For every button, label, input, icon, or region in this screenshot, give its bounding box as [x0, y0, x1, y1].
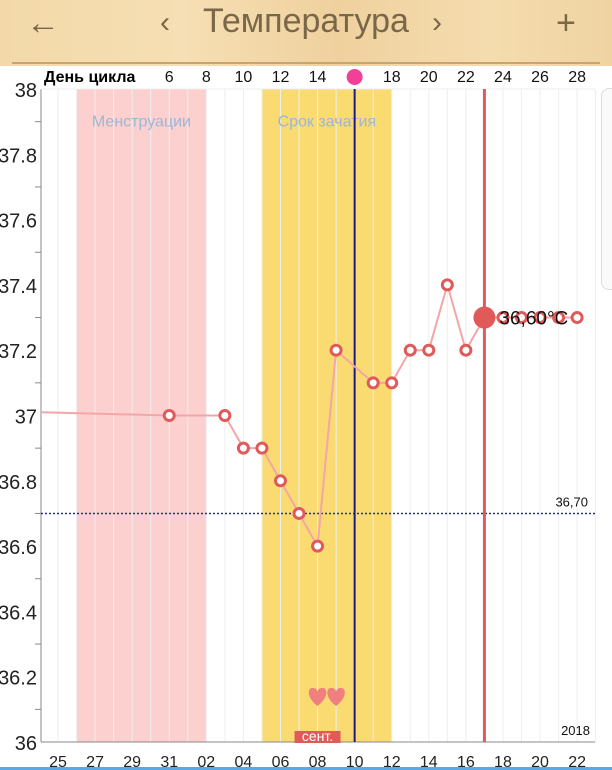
data-point: [459, 343, 473, 357]
cycle-tick-label: 28: [568, 69, 586, 86]
x-tick-label: 06: [272, 754, 290, 770]
month-label: сент.: [302, 728, 333, 744]
data-point: [292, 506, 306, 520]
x-tick-label: 18: [494, 754, 512, 770]
header-divider: [12, 62, 600, 64]
cycle-tick-label: 20: [420, 69, 438, 86]
cycle-tick-label: 26: [531, 69, 549, 86]
cycle-day-label: День цикла: [44, 69, 135, 86]
x-tick-label: 14: [420, 754, 438, 770]
data-point: [422, 343, 436, 357]
y-tick-label: 36.8: [0, 472, 37, 494]
data-point: [570, 311, 584, 325]
chevron-left-icon[interactable]: ‹: [160, 6, 170, 39]
data-point: [311, 539, 325, 553]
data-point: [515, 311, 528, 325]
x-tick-label: 04: [235, 754, 253, 770]
x-tick-label: 08: [309, 754, 327, 770]
cycle-tick-label: 18: [383, 69, 401, 86]
x-tick-label: 12: [383, 754, 401, 770]
data-point: [273, 474, 287, 488]
heart-icon: [327, 687, 345, 706]
band-label: Менструации: [92, 114, 191, 131]
y-tick-label: 37.6: [0, 211, 37, 233]
cycle-tick-label: 24: [494, 69, 512, 86]
ovulation-icon: [346, 69, 363, 85]
data-point: [218, 409, 232, 422]
cycle-tick-label: 22: [457, 69, 475, 86]
plus-icon[interactable]: +: [556, 4, 576, 42]
cycle-tick-label: 12: [272, 69, 290, 86]
band-label: Срок зачатия: [278, 114, 377, 131]
y-tick-label: 36.4: [0, 602, 37, 624]
coverline-label: 36,70: [555, 494, 588, 509]
page-title: Температура: [203, 2, 409, 40]
cycle-tick-label: 8: [202, 69, 211, 86]
data-point: [329, 343, 343, 357]
y-tick-label: 37.2: [0, 341, 37, 363]
y-tick-label: 37.8: [0, 145, 37, 167]
data-point: [403, 343, 417, 357]
x-tick-label: 27: [86, 754, 104, 770]
data-point: [255, 441, 269, 455]
x-tick-label: 02: [197, 754, 215, 770]
data-point: [366, 376, 380, 390]
cycle-tick-label: 6: [165, 69, 174, 86]
data-point: [440, 278, 454, 292]
x-tick-label: 20: [531, 754, 549, 770]
selected-value-label: 36,60°C: [499, 309, 568, 330]
header: ← ‹ Температура › +: [0, 0, 612, 66]
y-tick-label: 37.4: [0, 276, 37, 298]
y-tick-label: 37: [15, 407, 37, 429]
heart-icon: [308, 687, 327, 706]
data-point: [236, 441, 250, 455]
data-point: [162, 409, 176, 422]
data-point: [533, 311, 547, 325]
data-point: [496, 311, 510, 325]
arrow-left-icon[interactable]: ←: [26, 4, 60, 42]
bottom-edge: [0, 767, 612, 770]
scrollbar[interactable]: [601, 88, 612, 290]
data-point: [552, 311, 566, 325]
x-tick-label: 22: [568, 754, 586, 770]
selected-point: [473, 306, 496, 329]
chevron-right-icon[interactable]: ›: [432, 6, 442, 39]
cycle-tick-label: 14: [309, 69, 327, 86]
data-point: [385, 376, 399, 390]
y-tick-label: 36: [15, 733, 37, 755]
x-tick-label: 16: [457, 754, 475, 770]
month-badge: [294, 731, 341, 743]
y-tick-label: 36.6: [0, 537, 37, 559]
x-tick-label: 31: [160, 754, 178, 770]
temperature-chart[interactable]: Менструации Срок зачатия 38 37.8 37.6 37.4 37.…: [0, 66, 612, 770]
band: [261, 89, 392, 742]
y-tick-label: 38: [15, 80, 37, 102]
x-tick-label: 25: [49, 754, 67, 770]
cycle-tick-label: 10: [235, 69, 253, 86]
y-tick-label: 36.2: [0, 668, 37, 690]
year-label: 2018: [561, 723, 590, 738]
x-tick-label: 10: [346, 754, 364, 770]
x-tick-label: 29: [123, 754, 141, 770]
